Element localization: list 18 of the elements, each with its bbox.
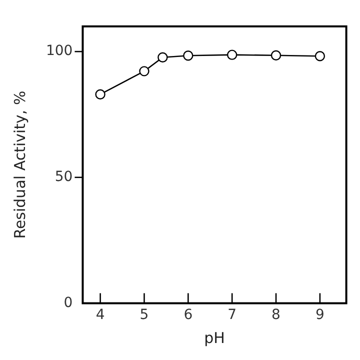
point [314, 50, 326, 62]
point [183, 50, 194, 61]
x-tick-label: 8 [272, 307, 280, 324]
y-tick-label: 50 [54, 169, 73, 186]
x-tick-label: 7 [228, 307, 237, 324]
point [139, 66, 150, 76]
x-axis-title: pH [204, 328, 225, 347]
point [226, 50, 238, 60]
x-tick-label: 4 [96, 307, 105, 324]
point [270, 50, 282, 60]
y-tick-label: 0 [64, 294, 73, 311]
y-axis-title: Residual Activity, % [10, 90, 29, 239]
x-tick-label: 5 [140, 307, 149, 324]
x-tick-label: 6 [184, 307, 193, 324]
x-tick-label: 9 [315, 307, 324, 324]
point [158, 52, 168, 62]
y-tick-label: 100 [46, 43, 73, 60]
point [95, 89, 106, 100]
